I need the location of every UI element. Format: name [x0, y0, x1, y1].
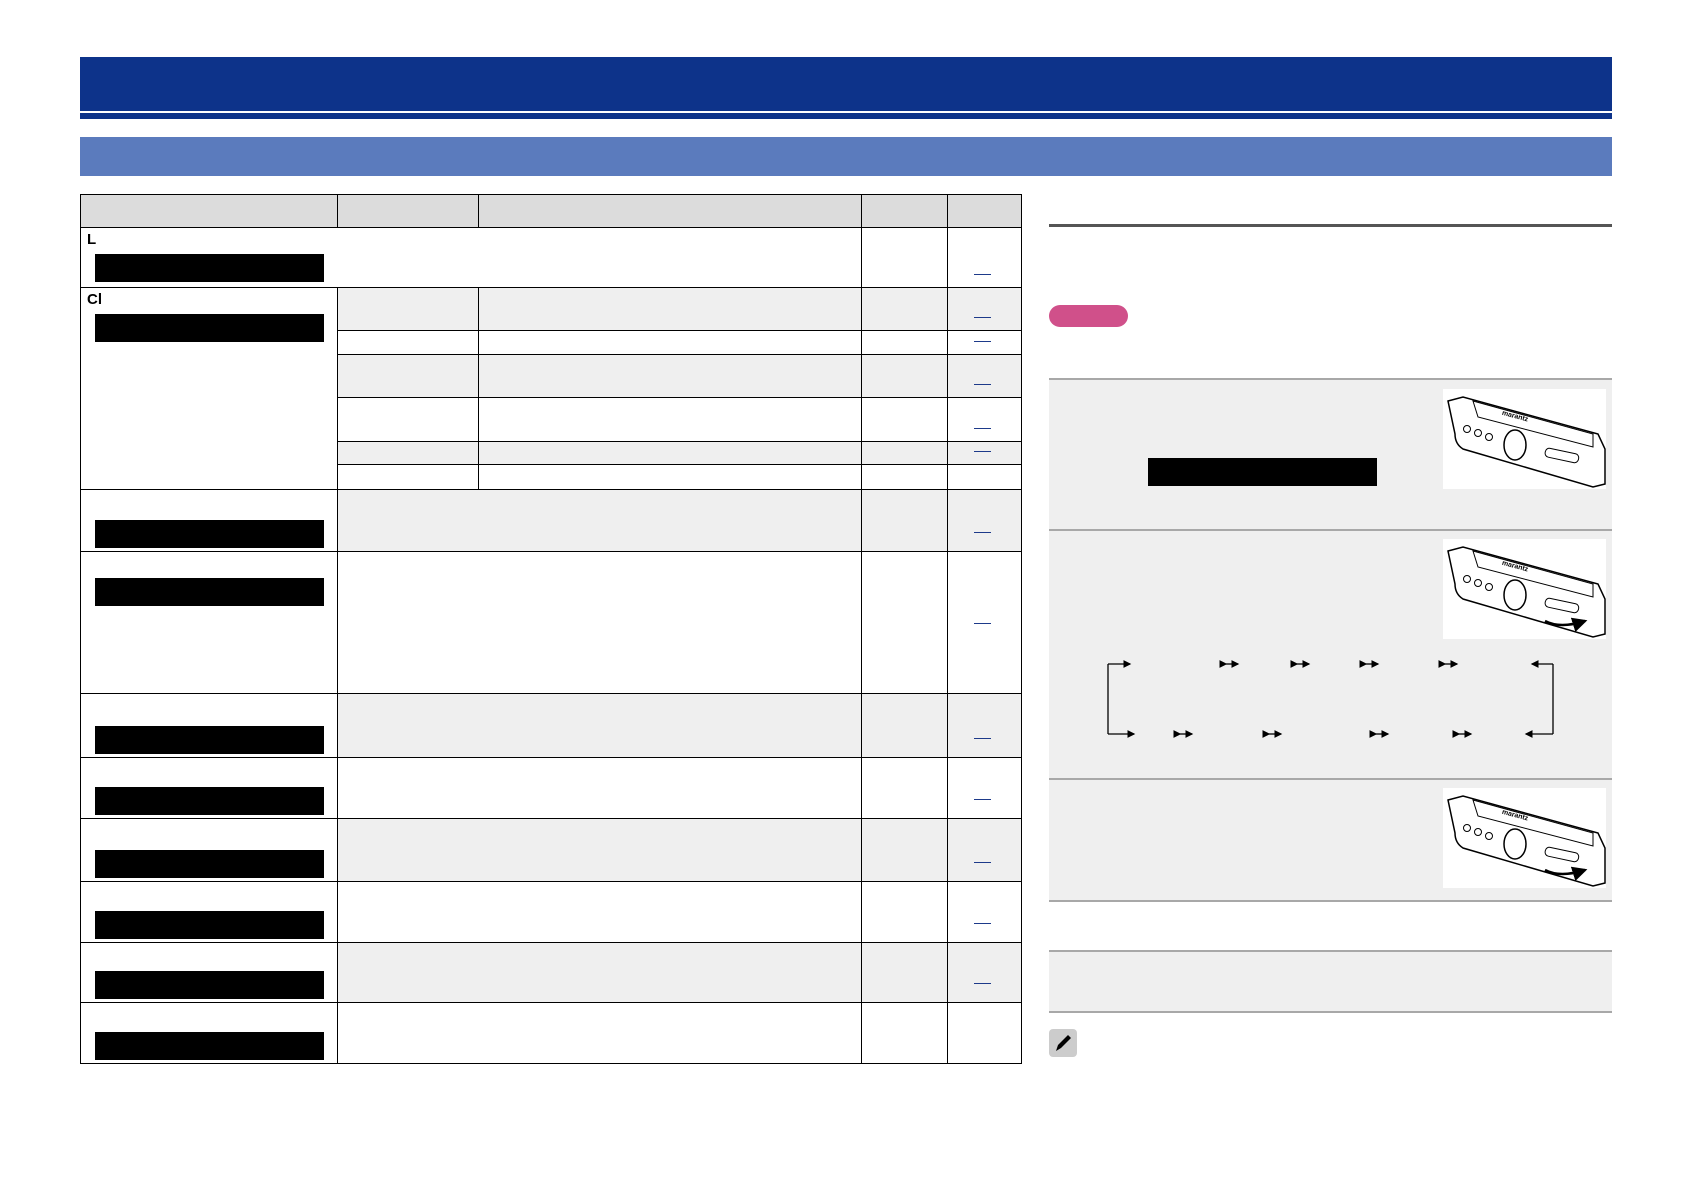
table-cell	[337, 330, 479, 355]
table-cell: L	[80, 227, 862, 288]
page-link[interactable]	[974, 274, 991, 275]
table-cell	[947, 287, 1022, 331]
table-cell	[861, 354, 948, 398]
device-illustration	[1442, 538, 1607, 640]
device-illustration	[1442, 388, 1607, 490]
page-link[interactable]	[974, 799, 991, 800]
table-cell	[861, 818, 948, 882]
page-link[interactable]	[974, 532, 991, 533]
page-link[interactable]	[974, 862, 991, 863]
table-cell	[80, 1002, 338, 1064]
step-5	[1049, 950, 1612, 1013]
table-cell	[80, 818, 338, 882]
device-illustration	[1442, 787, 1607, 889]
table-cell	[861, 227, 948, 288]
table-cell	[947, 354, 1022, 398]
table-header-cell	[337, 194, 479, 228]
table-cell	[478, 397, 862, 442]
section-divider	[1049, 224, 1612, 227]
table-cell	[947, 441, 1022, 465]
page-link[interactable]	[974, 451, 991, 452]
table-cell	[80, 551, 338, 694]
table-header-cell	[478, 194, 862, 228]
table-cell	[337, 464, 479, 490]
page-link[interactable]	[974, 341, 991, 342]
page-link[interactable]	[974, 623, 991, 624]
table-cell	[337, 942, 862, 1003]
pencil-icon	[1049, 1029, 1077, 1057]
redacted-setting-name	[95, 787, 324, 815]
redacted-setting-name	[95, 314, 324, 342]
table-cell	[947, 693, 1022, 758]
redacted-setting-name	[95, 254, 324, 282]
table-cell	[861, 942, 948, 1003]
table-cell	[861, 757, 948, 819]
table-cell	[478, 354, 862, 398]
table-cell	[337, 693, 862, 758]
table-cell: Cl	[80, 287, 338, 490]
page-link[interactable]	[974, 983, 991, 984]
table-cell	[478, 287, 862, 331]
cycle-diagram	[1107, 660, 1554, 738]
table-cell	[947, 942, 1022, 1003]
table-cell	[337, 757, 862, 819]
table-cell	[80, 489, 338, 552]
table-cell	[947, 1002, 1022, 1064]
section-bar	[80, 137, 1612, 176]
redacted-setting-name	[95, 971, 324, 999]
table-cell	[337, 818, 862, 882]
table-cell	[337, 551, 862, 694]
table-cell	[947, 464, 1022, 490]
page-link[interactable]	[974, 384, 991, 385]
table-header-cell	[947, 194, 1022, 228]
row-label: L	[87, 231, 97, 248]
page-link[interactable]	[974, 738, 991, 739]
table-cell	[80, 693, 338, 758]
table-cell	[861, 489, 948, 552]
redacted-setting-name	[95, 520, 324, 548]
page-link[interactable]	[974, 923, 991, 924]
table-cell	[947, 330, 1022, 355]
step-4	[1049, 900, 1612, 950]
table-cell	[80, 881, 338, 943]
redacted-setting-name	[95, 911, 324, 939]
table-cell	[478, 464, 862, 490]
table-cell	[947, 227, 1022, 288]
row-label: Cl	[87, 291, 102, 308]
table-cell	[337, 441, 479, 465]
turn-arrow	[1544, 617, 1588, 632]
page-link[interactable]	[974, 428, 991, 429]
table-cell	[337, 489, 862, 552]
table-cell	[337, 1002, 862, 1064]
redacted-setting-name	[95, 1032, 324, 1060]
table-cell	[861, 397, 948, 442]
title-bar	[80, 57, 1612, 111]
redacted-setting-name	[95, 726, 324, 754]
page-link[interactable]	[974, 317, 991, 318]
table-cell	[861, 551, 948, 694]
redacted-display	[1148, 458, 1377, 486]
note-badge	[1049, 305, 1128, 327]
redacted-setting-name	[95, 578, 324, 606]
redacted-setting-name	[95, 850, 324, 878]
table-cell	[861, 287, 948, 331]
table-cell	[947, 881, 1022, 943]
table-cell	[861, 1002, 948, 1064]
turn-arrow	[1544, 866, 1588, 881]
title-underline	[80, 113, 1612, 119]
